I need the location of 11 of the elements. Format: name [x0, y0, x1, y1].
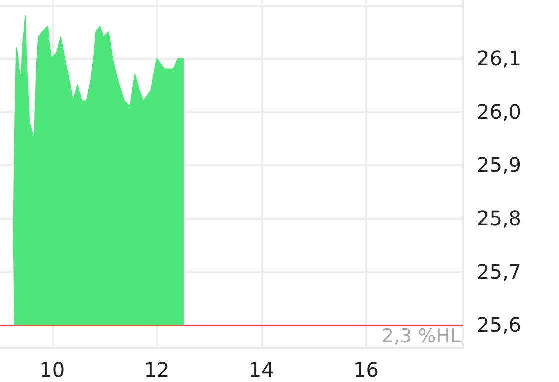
x-tick-label: 10	[40, 358, 66, 382]
y-tick-label: 25,7	[477, 260, 522, 284]
ref-line-label: 2,3 %HL	[382, 326, 462, 348]
y-tick-label: 25,6	[477, 313, 522, 338]
y-tick-label: 25,9	[477, 153, 522, 178]
x-tick-label: 14	[248, 358, 274, 382]
y-tick-label: 26,1	[477, 46, 522, 71]
y-tick-label: 26,0	[477, 100, 522, 124]
y-tick-label: 25,8	[477, 206, 522, 230]
x-tick-label: 12	[144, 358, 170, 382]
x-tick-label: 16	[353, 358, 379, 382]
